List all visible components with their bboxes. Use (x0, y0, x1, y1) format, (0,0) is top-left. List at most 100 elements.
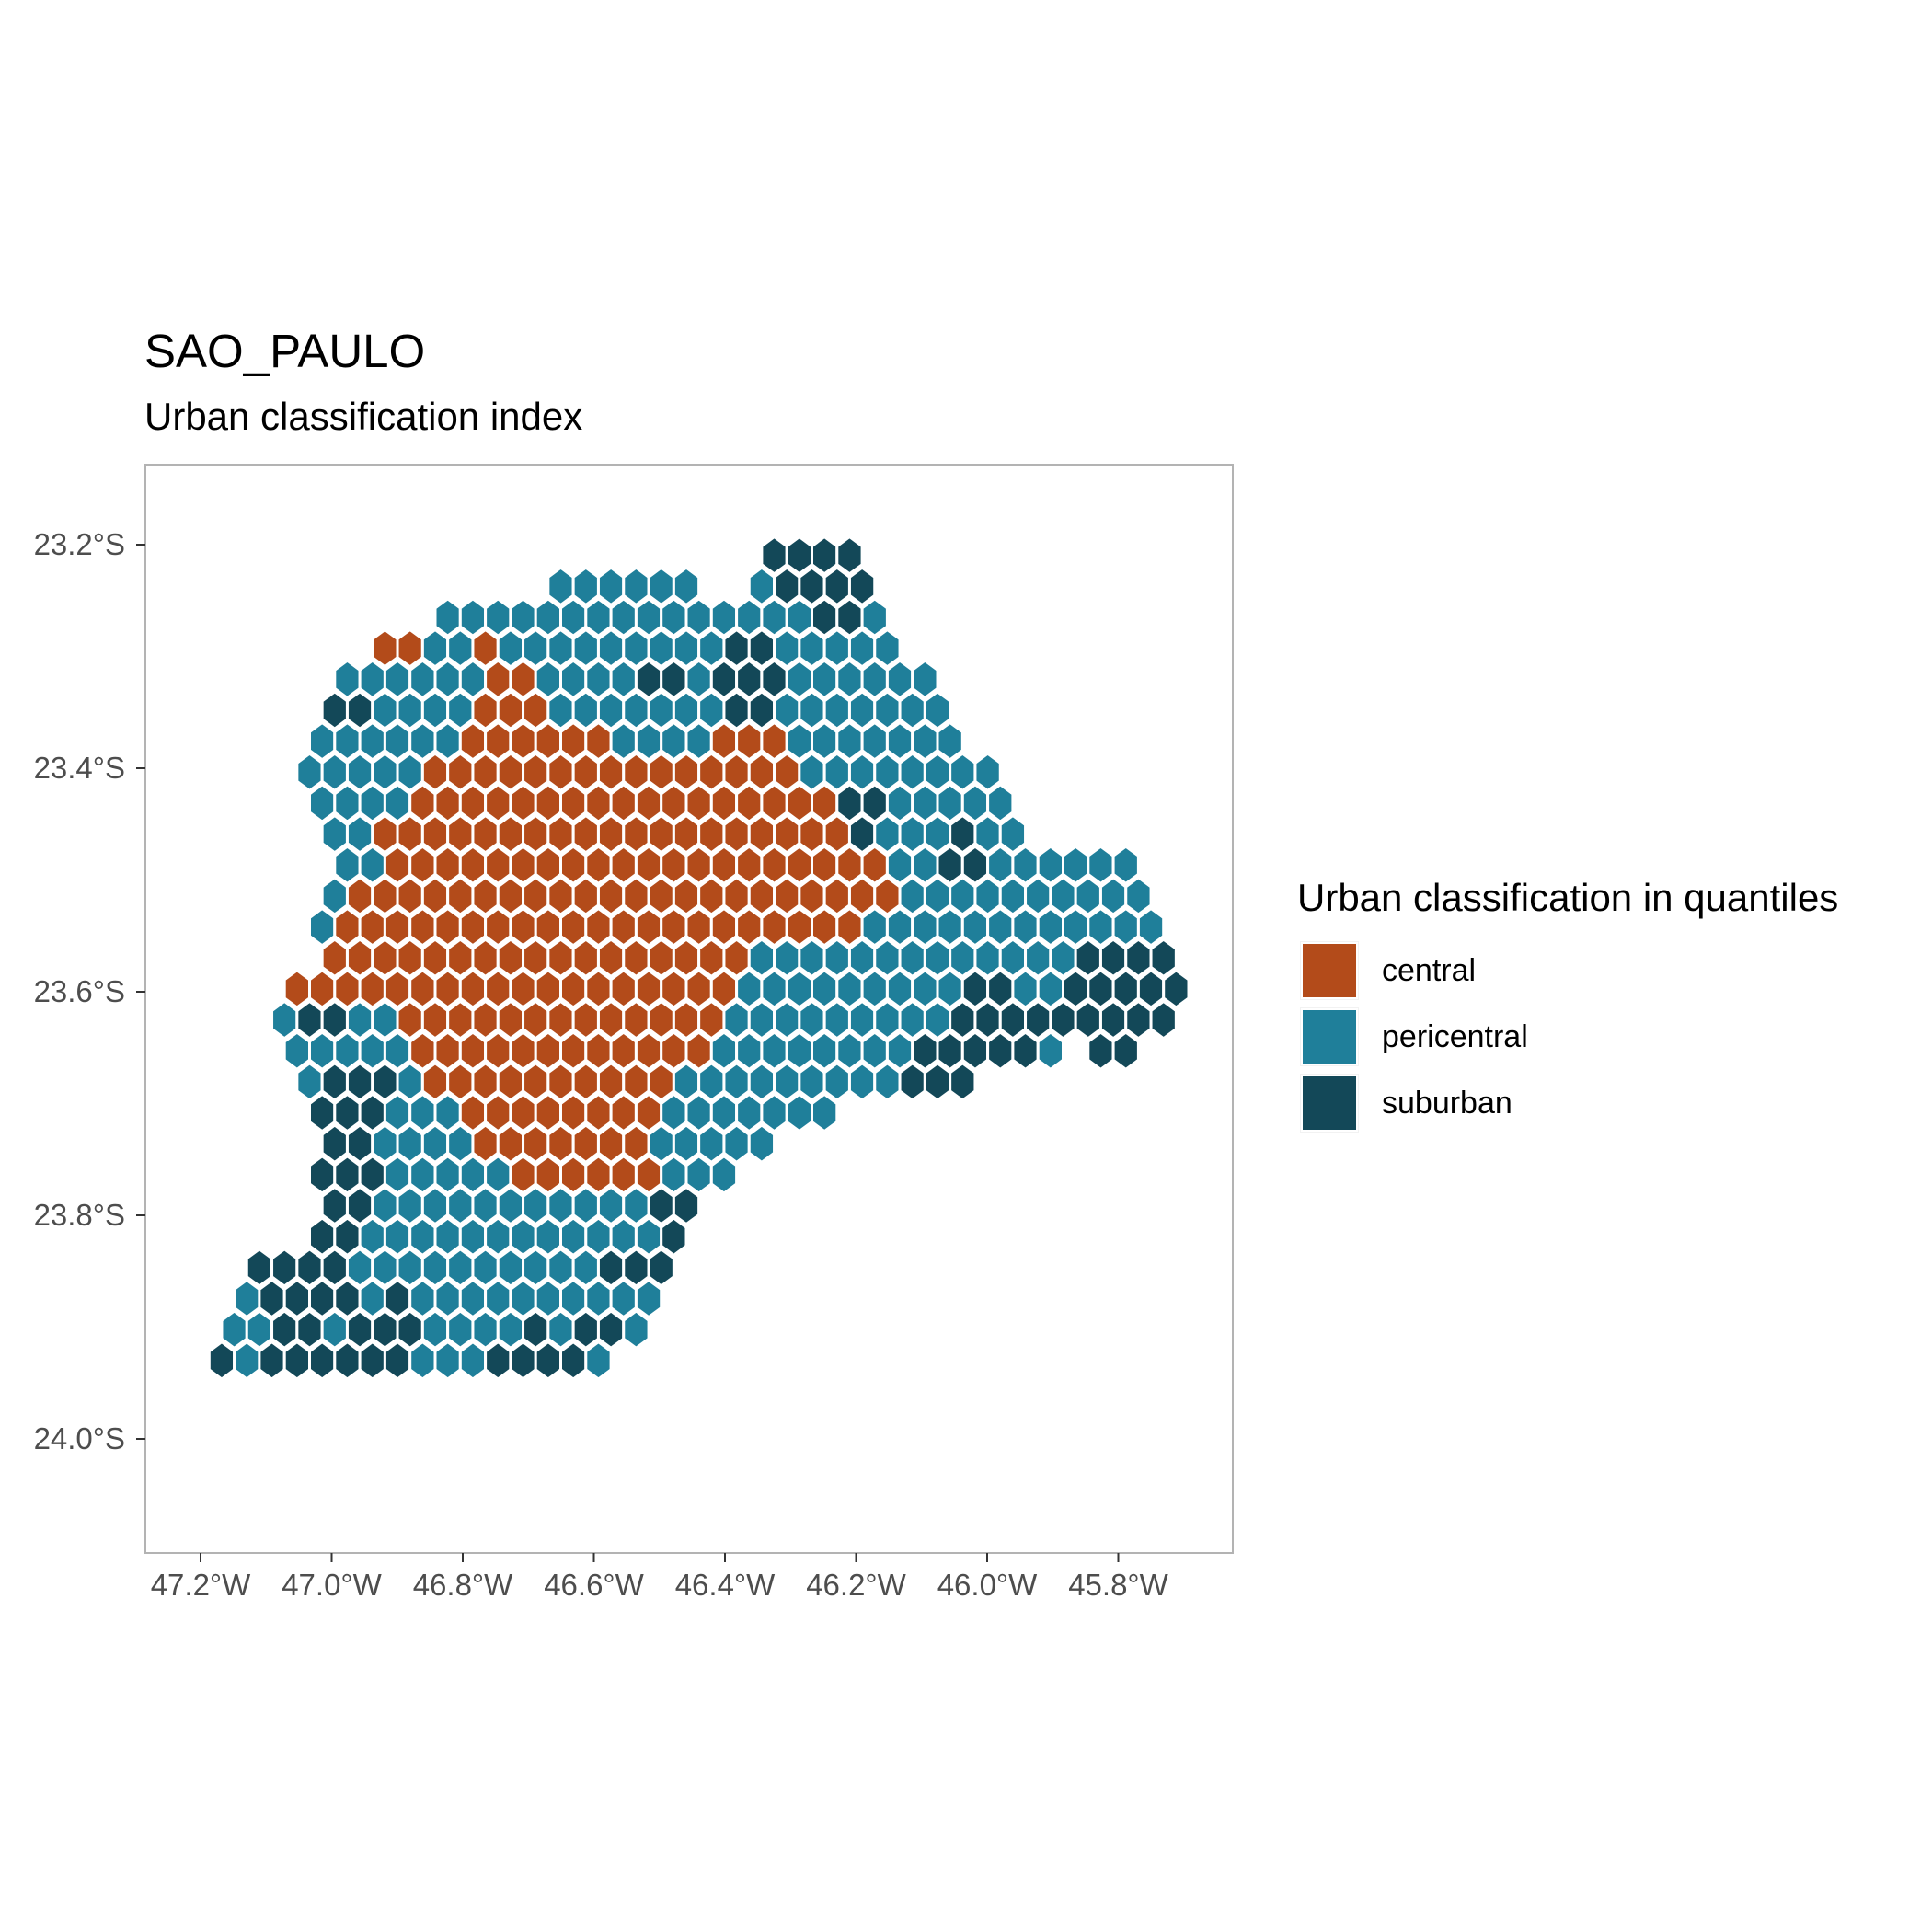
hex-cell-pericentral (584, 659, 613, 700)
hex-cell-pericentral (408, 1278, 437, 1319)
hex-cell-pericentral (1036, 1030, 1064, 1072)
hex-cell-central (584, 1030, 613, 1072)
hex-cell-pericentral (785, 720, 813, 762)
hex-cell-central (571, 1061, 600, 1102)
hex-cell-central (546, 1123, 575, 1165)
hex-cell-central (596, 999, 626, 1041)
hex-cell-suburban (1098, 937, 1128, 979)
hex-cell-pericentral (458, 659, 488, 700)
hex-cell-pericentral (546, 627, 575, 669)
hex-cell-pericentral (320, 1309, 349, 1351)
hex-cell-pericentral (584, 1340, 613, 1381)
hex-cell-pericentral (672, 627, 701, 669)
hex-cell-pericentral (446, 1185, 475, 1226)
hex-cell-central (546, 813, 575, 855)
legend-label-central: central (1382, 952, 1477, 988)
hex-cell-suburban (1087, 1030, 1115, 1072)
hex-cell-pericentral (584, 1278, 613, 1319)
hex-cell-pericentral (484, 1216, 512, 1258)
legend-label-suburban: suburban (1382, 1085, 1512, 1121)
hex-cell-pericentral (534, 659, 562, 700)
hex-cell-central (571, 999, 600, 1041)
hex-cell-central (609, 1154, 638, 1195)
hex-cell-central (647, 875, 675, 916)
hex-cell-suburban (798, 566, 826, 607)
hex-cell-central (408, 782, 437, 823)
hex-cell-pericentral (672, 1061, 701, 1102)
hex-cell-pericentral (371, 1185, 399, 1226)
hex-cell-pericentral (998, 937, 1028, 979)
hex-cell-central (647, 999, 675, 1041)
hex-cell-central (446, 875, 475, 916)
hex-cell-pericentral (798, 999, 826, 1041)
hex-cell-suburban (320, 1185, 349, 1226)
hex-cell-pericentral (509, 1216, 537, 1258)
hex-cell-pericentral (860, 1030, 889, 1072)
hex-cell-suburban (396, 1309, 424, 1351)
legend-label-pericentral: pericentral (1382, 1018, 1528, 1054)
hex-cell-central (282, 968, 311, 1009)
hex-cell-pericentral (433, 1340, 462, 1381)
hex-cell-pericentral (559, 1278, 588, 1319)
hex-cell-pericentral (396, 1123, 424, 1165)
x-axis: 47.2°W 47.0°W 46.8°W 46.6°W 46.4°W 46.2°W 46.0… (151, 1553, 1169, 1602)
hex-cell-pericentral (873, 752, 902, 793)
hex-cell-pericentral (911, 659, 939, 700)
hex-cell-pericentral (546, 1309, 575, 1351)
hex-cell-pericentral (747, 999, 776, 1041)
hex-cell-pericentral (571, 627, 600, 669)
hex-cell-suburban (811, 597, 839, 638)
hex-cell-central (571, 937, 600, 979)
hex-cell-central (634, 968, 663, 1009)
hex-cell-pericentral (647, 627, 675, 669)
hex-cell-pericentral (773, 627, 801, 669)
hex-cell-suburban (634, 659, 663, 700)
hex-cell-pericentral (735, 968, 764, 1009)
hex-cell-pericentral (986, 906, 1015, 948)
hex-cell-pericentral (634, 1278, 663, 1319)
hex-cell-pericentral (672, 689, 701, 730)
hex-cell-pericentral (458, 1154, 488, 1195)
hex-cell-pericentral (760, 968, 788, 1009)
hex-cell-pericentral (773, 689, 801, 730)
hex-cell-suburban (1098, 999, 1128, 1041)
hex-cell-pericentral (911, 968, 939, 1009)
hex-cell-suburban (345, 1061, 374, 1102)
hex-cell-suburban (320, 689, 349, 730)
hex-cell-pericentral (847, 999, 877, 1041)
hex-cell-pericentral (1087, 845, 1115, 886)
hex-cell-pericentral (534, 1278, 562, 1319)
hex-cell-central (709, 782, 739, 823)
hex-cell-pericentral (458, 1216, 488, 1258)
hex-cell-pericentral (936, 720, 964, 762)
hex-cell-pericentral (408, 659, 437, 700)
hex-cell-central (509, 720, 537, 762)
hex-cell-pericentral (747, 1061, 776, 1102)
hex-cell-central (458, 906, 488, 948)
hex-cell-central (496, 875, 525, 916)
hex-cell-central (672, 875, 701, 916)
hex-cell-pericentral (420, 1123, 450, 1165)
hex-cell-pericentral (433, 720, 462, 762)
hex-cell-pericentral (647, 566, 675, 607)
hex-cell-suburban (622, 1247, 650, 1288)
hex-cell-central (622, 1061, 650, 1102)
hex-cell-suburban (308, 1340, 337, 1381)
hex-cell-pericentral (923, 999, 952, 1041)
hex-cell-pericentral (358, 1278, 386, 1319)
hex-cell-central (596, 875, 626, 916)
hex-cell-central (546, 999, 575, 1041)
hex-cell-central (747, 752, 776, 793)
hex-cell-pericentral (584, 1216, 613, 1258)
hex-cell-pericentral (571, 1185, 600, 1226)
hex-cell-pericentral (433, 1092, 462, 1133)
hex-cell-central (522, 1123, 550, 1165)
hex-cell-pericentral (936, 968, 964, 1009)
hex-cell-pericentral (898, 937, 926, 979)
hex-cell-pericentral (420, 1185, 450, 1226)
hex-cell-pericentral (383, 1092, 412, 1133)
hex-cell-pericentral (760, 1092, 788, 1133)
hex-cell-pericentral (936, 782, 964, 823)
hex-cell-pericentral (458, 597, 488, 638)
hex-cell-pericentral (559, 597, 588, 638)
